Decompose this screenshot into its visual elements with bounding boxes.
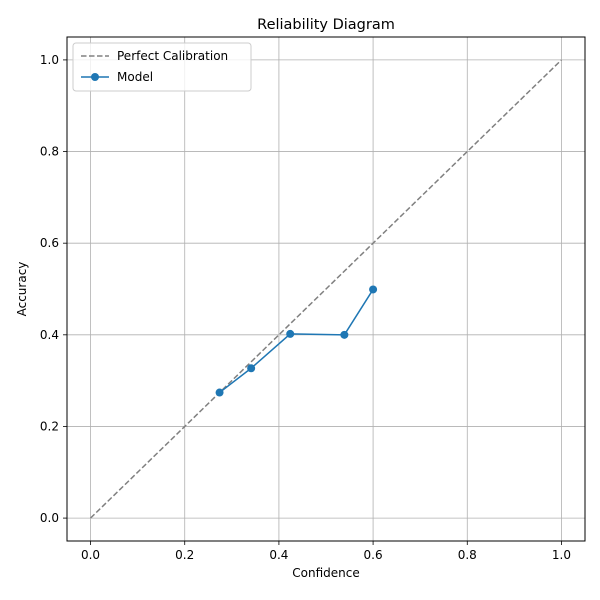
y-axis-label: Accuracy: [15, 262, 29, 317]
legend-box: [72, 42, 252, 92]
x-tick-label: 1.0: [552, 548, 571, 562]
legend-label: Perfect Calibration: [117, 49, 228, 63]
legend-swatch-marker: [91, 73, 99, 81]
data-point: [286, 329, 295, 338]
y-tick-label: 0.0: [40, 511, 59, 525]
legend-label: Model: [117, 70, 153, 84]
data-point: [369, 285, 378, 294]
grid: [67, 37, 585, 541]
y-tick-label: 1.0: [40, 53, 59, 67]
series-layer: [90, 59, 562, 519]
data-point: [340, 330, 349, 339]
x-tick-label: 0.8: [458, 548, 477, 562]
x-tick-label: 0.4: [269, 548, 288, 562]
series-line-0: [90, 59, 562, 519]
x-axis-label: Confidence: [292, 566, 359, 580]
x-tick-label: 0.0: [81, 548, 100, 562]
x-tick-label: 0.2: [175, 548, 194, 562]
y-tick-label: 0.2: [40, 419, 59, 433]
legend: Perfect Calibration Model: [72, 42, 252, 92]
plot-frame: [66, 36, 586, 542]
y-tick-label: 0.4: [40, 328, 59, 342]
chart-title: Reliability Diagram: [257, 17, 395, 33]
ticks: 0.0 0.2 0.4 0.6 0.8 1.0 0.0 0.2 0.4 0.6 0.8 1.0: [40, 53, 571, 562]
x-tick-label: 0.6: [364, 548, 383, 562]
data-point: [247, 364, 256, 373]
data-point: [215, 388, 224, 397]
y-tick-label: 0.6: [40, 236, 59, 250]
y-tick-label: 0.8: [40, 145, 59, 159]
